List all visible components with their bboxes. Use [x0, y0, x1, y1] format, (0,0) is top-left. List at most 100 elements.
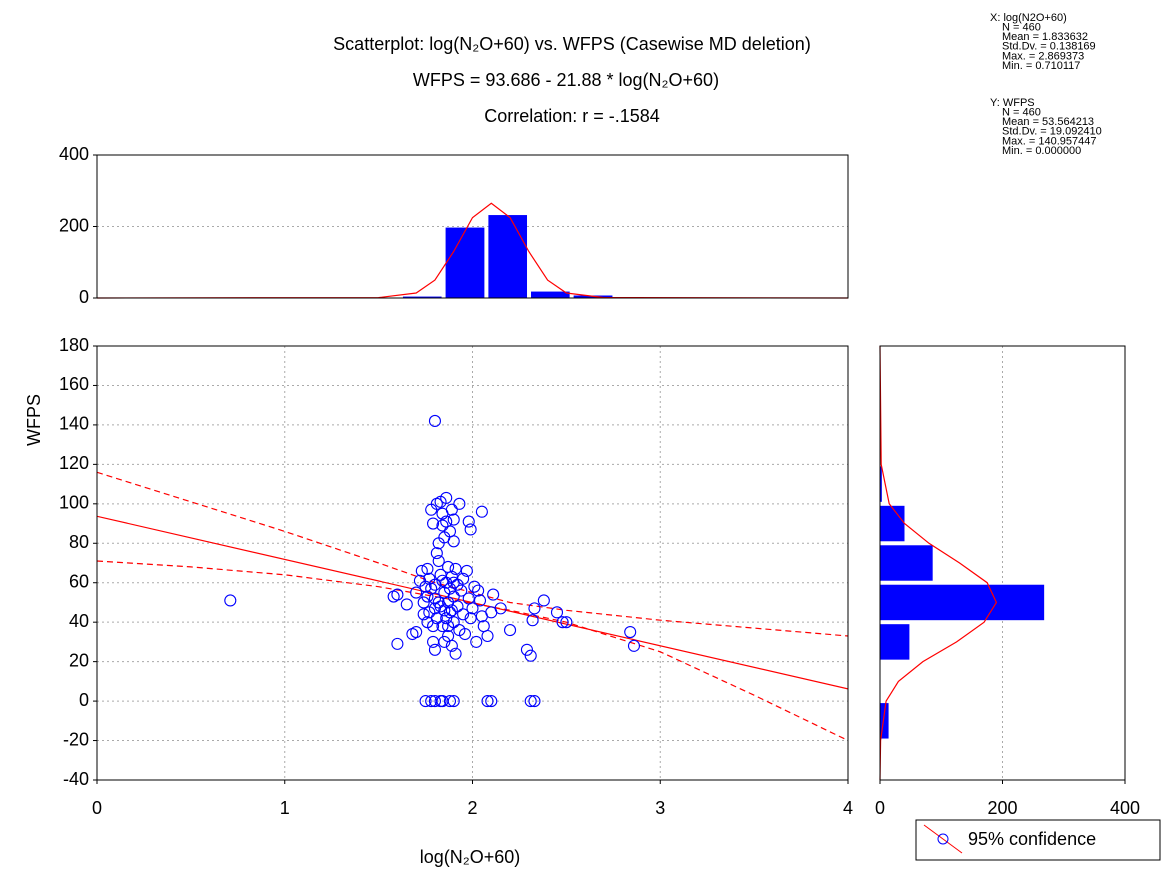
stats-x: X: log(N2O+60)	[990, 12, 1067, 24]
x-tick-label: 200	[987, 798, 1017, 818]
y-tick-label: 180	[59, 335, 89, 355]
scatter-point	[410, 586, 423, 599]
scatter-point	[560, 616, 573, 629]
scatter-point	[445, 503, 458, 516]
histogram-bar	[402, 296, 442, 298]
y-axis-label: WFPS	[24, 394, 44, 446]
scatter-point	[438, 604, 451, 617]
scatter-point	[410, 625, 423, 639]
histogram-bar	[880, 466, 882, 502]
scatter-point	[481, 629, 494, 643]
y-tick-label: 200	[59, 215, 89, 235]
scatter-point	[428, 592, 442, 605]
plot-frame	[96, 345, 849, 781]
y-tick-label: 40	[69, 611, 89, 631]
scatter-point	[417, 608, 430, 621]
y-tick-label: 0	[79, 287, 89, 307]
scatter-point	[528, 695, 541, 708]
scatter-point	[466, 602, 479, 615]
scatter-point	[442, 620, 455, 633]
legend-box	[915, 819, 1161, 861]
scatter-point	[528, 602, 541, 615]
x-tick-label: 0	[92, 798, 102, 818]
scatter-point	[526, 614, 539, 627]
scatter-point	[415, 564, 428, 577]
scatter-point	[520, 643, 533, 656]
scatter-point	[468, 580, 481, 593]
y-tick-label: 140	[59, 414, 89, 434]
y-tick-label: 60	[69, 571, 89, 591]
scatter-point	[447, 535, 460, 548]
scatter-point	[427, 517, 440, 530]
scatter-point	[462, 515, 475, 528]
legend: 95% confidence	[915, 819, 1161, 861]
scatter-point	[445, 639, 458, 652]
scatter-point	[436, 574, 449, 587]
histogram-bar	[880, 584, 1045, 621]
y-tick-label: 20	[69, 650, 89, 670]
x-tick-label: 0	[875, 798, 885, 818]
scatter-point	[470, 635, 483, 648]
x-tick-label: 4	[843, 798, 853, 818]
scatter-point	[447, 695, 460, 708]
stats-y: Y: WFPS	[990, 97, 1035, 109]
scatter-point	[421, 616, 434, 629]
scatter-point	[391, 588, 404, 601]
legend-label: 95% confidence	[968, 829, 1096, 849]
y-tick-label: 100	[59, 493, 89, 513]
x-tick-label: 400	[1110, 798, 1140, 818]
scatter-point	[440, 491, 453, 504]
histogram-bar	[880, 703, 889, 739]
scatter-point	[421, 562, 434, 575]
scatter-point	[436, 519, 449, 532]
scatter-point	[224, 594, 237, 607]
scatter-point	[473, 594, 487, 607]
scatter-point	[419, 695, 432, 708]
histogram-bar	[880, 505, 905, 542]
scatter-point	[453, 497, 466, 510]
y-tick-label: -40	[63, 769, 89, 789]
scatter-point	[487, 588, 500, 601]
scatter-point	[445, 604, 458, 617]
scatter-point	[472, 584, 485, 597]
scatter-point	[427, 635, 440, 648]
y-tick-label: 120	[59, 453, 89, 473]
scatter-point	[475, 505, 488, 518]
scatter-point	[556, 616, 569, 629]
scatter-point	[524, 695, 537, 708]
stats-y: Max. = 140.957447	[1002, 135, 1097, 147]
scatter-point	[432, 596, 445, 609]
scatter-point	[432, 554, 445, 568]
scatter-point	[460, 564, 473, 577]
stats-y: Std.Dv. = 19.092410	[1002, 126, 1102, 138]
scatter-point	[627, 639, 641, 652]
y-tick-label: 0	[79, 690, 89, 710]
scatter-point	[464, 523, 477, 536]
scatter-point	[400, 598, 413, 611]
stats-y: Min. = 0.000000	[1002, 145, 1081, 157]
scatter-point	[503, 624, 517, 637]
histogram-bar	[488, 215, 528, 298]
histogram-bar	[445, 227, 485, 298]
plots: -40 -20 0 20 40 60 80 100 120 140 160 180 0 1 2 3 4 X: lo…	[59, 12, 1140, 818]
y-tick-label: 80	[69, 532, 89, 552]
scatter-point	[457, 608, 470, 621]
legend-line	[923, 824, 963, 854]
x-tick-label: 1	[280, 798, 290, 818]
scatter-point	[436, 620, 449, 633]
y-tick-label: 400	[59, 144, 89, 164]
stats-x: Std.Dv. = 0.138169	[1002, 41, 1096, 53]
scatter-point	[428, 578, 442, 591]
scatter-point	[524, 649, 537, 662]
scatter-point	[494, 602, 507, 615]
scatter-point	[537, 594, 550, 607]
x-tick-label: 3	[655, 798, 665, 818]
y-tick-label: 160	[59, 374, 89, 394]
scatter-point	[430, 547, 443, 560]
scatter-point	[458, 627, 472, 641]
scatter-point	[443, 582, 457, 595]
scatter-point	[481, 695, 494, 708]
scatter-point	[464, 612, 477, 625]
scatter-point	[421, 590, 434, 603]
histogram-bar	[880, 545, 933, 581]
